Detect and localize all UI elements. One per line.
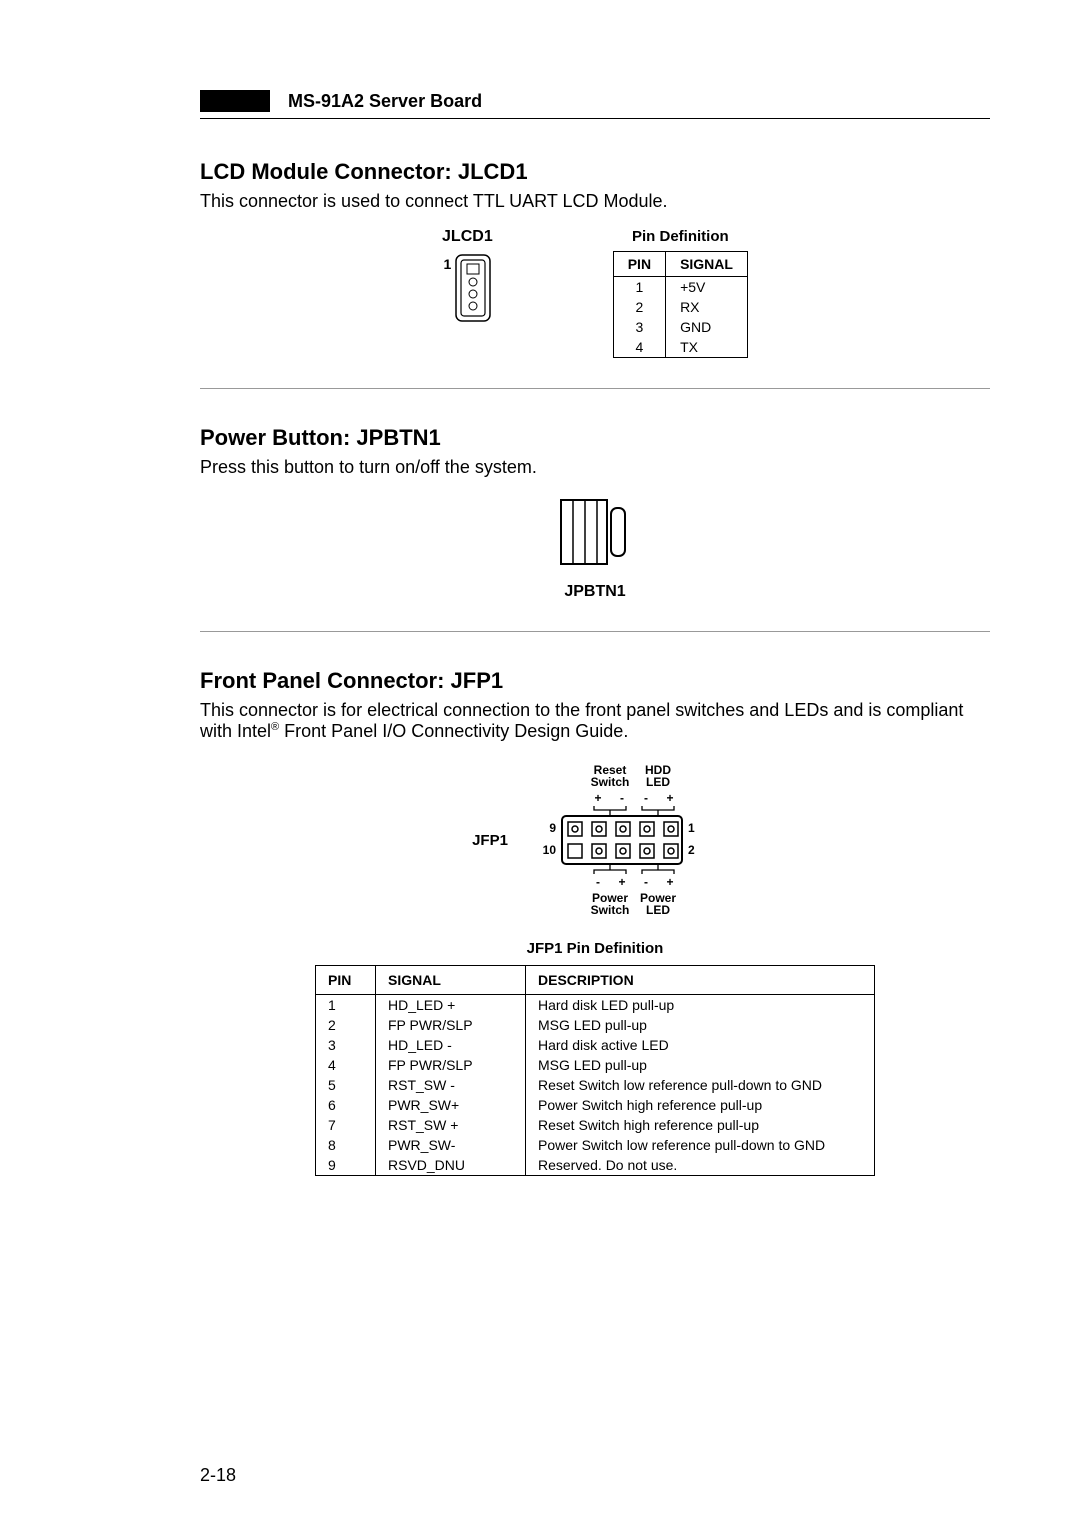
jlcd-pindef: Pin Definition PIN SIGNAL 1+5V 2RX 3GND …: [613, 228, 748, 358]
svg-text:+: +: [618, 875, 625, 889]
jlcd-pin1-label: 1: [443, 256, 451, 272]
jlcd-th-signal: SIGNAL: [666, 252, 748, 277]
divider: [200, 631, 990, 632]
jfp-diagram: JFP1 Reset Switch HDD LED + - - +: [200, 760, 990, 920]
table-row: 2FP PWR/SLPMSG LED pull-up: [316, 1015, 875, 1035]
table-row: 6PWR_SW+Power Switch high reference pull…: [316, 1095, 875, 1115]
jlcd-conn-label: JLCD1: [442, 228, 493, 246]
jfp-desc: This connector is for electrical connect…: [200, 700, 990, 742]
divider: [200, 388, 990, 389]
jfp-table-caption: JFP1 Pin Definition: [200, 940, 990, 957]
jpbtn-block: JPBTN1: [200, 498, 990, 601]
table-row: 3HD_LED -Hard disk active LED: [316, 1035, 875, 1055]
table-row: 8PWR_SW-Power Switch low reference pull-…: [316, 1135, 875, 1155]
reg-mark: ®: [271, 721, 279, 733]
svg-text:-: -: [644, 791, 648, 805]
svg-text:+: +: [666, 875, 673, 889]
jfp-title: Front Panel Connector: JFP1: [200, 668, 990, 694]
svg-text:Switch: Switch: [591, 775, 630, 789]
jpbtn-desc: Press this button to turn on/off the sys…: [200, 457, 990, 478]
svg-text:-: -: [596, 875, 600, 889]
jlcd-th-pin: PIN: [613, 252, 665, 277]
svg-text:LED: LED: [646, 775, 670, 789]
table-row: 1HD_LED +Hard disk LED pull-up: [316, 995, 875, 1016]
jfp-th-signal: SIGNAL: [376, 966, 526, 995]
power-button-icon: [559, 498, 631, 568]
table-row: 9RSVD_DNUReserved. Do not use.: [316, 1155, 875, 1176]
board-title: MS-91A2 Server Board: [288, 91, 482, 112]
jfp-connector-icon: Reset Switch HDD LED + - - +: [518, 760, 718, 920]
table-row: 2RX: [613, 297, 747, 317]
jfp-th-pin: PIN: [316, 966, 376, 995]
jfp-section: Front Panel Connector: JFP1 This connect…: [200, 668, 990, 1176]
table-row: 4TX: [613, 337, 747, 358]
jlcd-title: LCD Module Connector: JLCD1: [200, 159, 990, 185]
page-number: 2-18: [200, 1465, 236, 1486]
jlcd-tbody: 1+5V 2RX 3GND 4TX: [613, 277, 747, 358]
jlcd-desc: This connector is used to connect TTL UA…: [200, 191, 990, 212]
jpbtn-section: Power Button: JPBTN1 Press this button t…: [200, 425, 990, 601]
svg-text:10: 10: [543, 843, 557, 857]
svg-text:9: 9: [549, 821, 556, 835]
svg-text:+: +: [594, 791, 601, 805]
page-header: MS-91A2 Server Board: [200, 90, 990, 119]
jlcd-connector-icon: [455, 254, 491, 322]
jlcd-section: LCD Module Connector: JLCD1 This connect…: [200, 159, 990, 358]
jfp-pin-table: PIN SIGNAL DESCRIPTION 1HD_LED +Hard dis…: [315, 965, 875, 1176]
header-black-box: [200, 90, 270, 112]
jfp-tbody: 1HD_LED +Hard disk LED pull-up 2FP PWR/S…: [316, 995, 875, 1176]
svg-text:1: 1: [688, 821, 695, 835]
jlcd-pin-table: PIN SIGNAL 1+5V 2RX 3GND 4TX: [613, 251, 748, 358]
svg-text:LED: LED: [646, 903, 670, 917]
table-row: 7RST_SW +Reset Switch high reference pul…: [316, 1115, 875, 1135]
jfp-desc-post: Front Panel I/O Connectivity Design Guid…: [279, 721, 628, 741]
jlcd-pindef-caption: Pin Definition: [613, 228, 748, 245]
svg-text:2: 2: [688, 843, 695, 857]
svg-text:-: -: [620, 791, 624, 805]
table-row: 3GND: [613, 317, 747, 337]
svg-text:-: -: [644, 875, 648, 889]
table-row: 1+5V: [613, 277, 747, 298]
svg-text:+: +: [666, 791, 673, 805]
table-row: 4FP PWR/SLPMSG LED pull-up: [316, 1055, 875, 1075]
jfp-th-desc: DESCRIPTION: [526, 966, 875, 995]
jpbtn-label: JPBTN1: [200, 583, 990, 601]
jlcd-block: JLCD1 1 Pin Definition PIN SIGNAL: [200, 228, 990, 358]
jfp-left-label: JFP1: [472, 832, 508, 849]
jpbtn-title: Power Button: JPBTN1: [200, 425, 990, 451]
jlcd-connector: JLCD1 1: [442, 228, 493, 322]
table-row: 5RST_SW -Reset Switch low reference pull…: [316, 1075, 875, 1095]
svg-text:Switch: Switch: [591, 903, 630, 917]
